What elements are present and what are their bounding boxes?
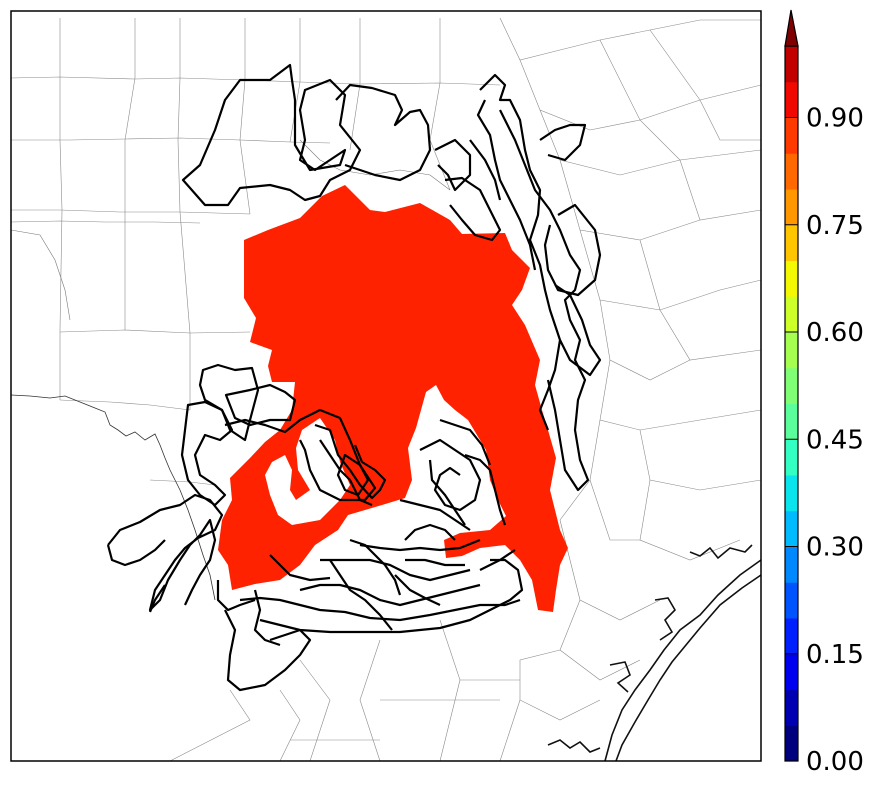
county-boundaries (10, 17, 762, 762)
colorbar-segment (785, 439, 798, 476)
colorbar-segment (785, 224, 798, 261)
colorbar-tick-label: 0.60 (806, 318, 864, 348)
colorbar-ticks: 0.00 0.15 0.30 0.45 0.60 0.75 0.90 (785, 104, 864, 777)
map-area (10, 10, 762, 762)
colorbar-segment (785, 46, 798, 83)
colorbar-segment (785, 546, 798, 583)
colorbar-segment (785, 296, 798, 333)
colorbar-tick-label: 0.75 (806, 211, 864, 241)
colorbar-segment (785, 689, 798, 726)
colorbar-segment (785, 153, 798, 190)
colorbar-segments (785, 46, 798, 762)
colorbar-segment (785, 403, 798, 440)
colorbar-tick-label: 0.00 (806, 747, 864, 777)
colorbar-segment (785, 510, 798, 547)
colorbar-segment (785, 725, 798, 762)
colorbar-segment (785, 189, 798, 226)
ensemble-contours (106, 63, 602, 692)
coastline (547, 544, 762, 762)
river-boundary (10, 394, 216, 601)
colorbar-tick-label: 0.15 (806, 640, 864, 670)
colorbar-segment (785, 81, 798, 118)
colorbar-segment (785, 332, 798, 369)
colorbar-segment (785, 475, 798, 512)
colorbar-segment (785, 117, 798, 154)
colorbar: 0.00 0.15 0.30 0.45 0.60 0.75 0.90 (784, 9, 864, 777)
colorbar-segment (785, 260, 798, 297)
colorbar-tick-label: 0.90 (806, 104, 864, 134)
colorbar-segment (785, 367, 798, 404)
colorbar-segment (785, 618, 798, 655)
colorbar-tick-label: 0.45 (806, 425, 864, 455)
colorbar-segment (785, 653, 798, 690)
colorbar-extend-arrow (785, 10, 798, 46)
colorbar-tick-label: 0.30 (806, 533, 864, 563)
probability-fill (218, 185, 568, 612)
colorbar-segment (785, 582, 798, 619)
